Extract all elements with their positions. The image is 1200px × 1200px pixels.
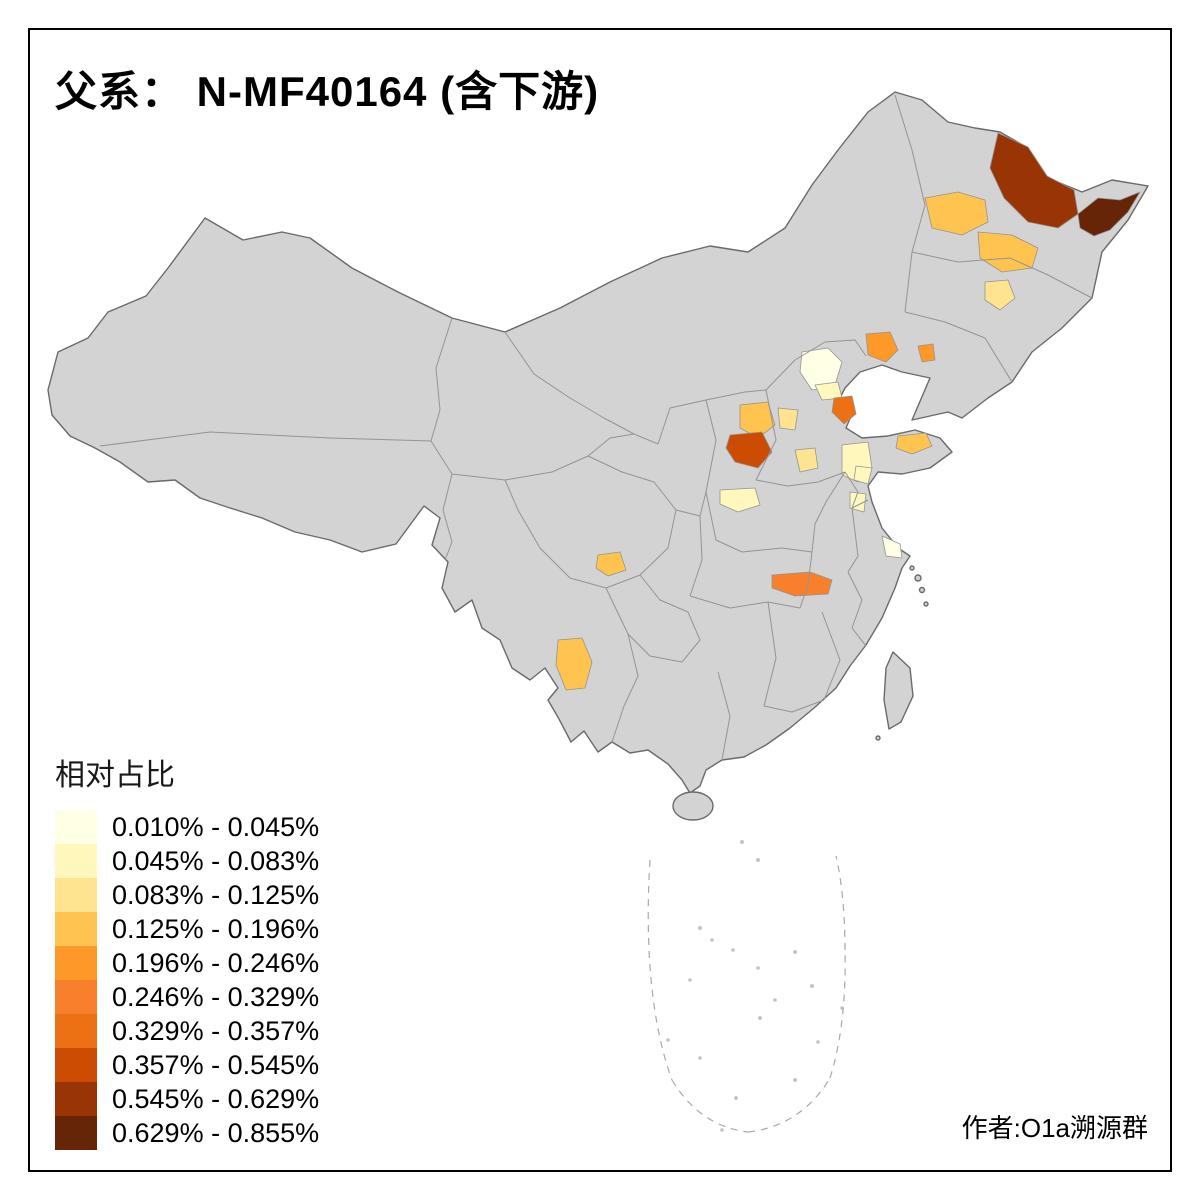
legend-label: 0.629% - 0.855% xyxy=(112,1117,320,1148)
hainan-island xyxy=(672,791,714,821)
legend-swatch xyxy=(55,1116,97,1150)
map-region xyxy=(865,331,899,363)
legend-label: 0.196% - 0.246% xyxy=(112,947,320,978)
legend-item: 0.010% - 0.045% xyxy=(55,810,319,844)
legend-title: 相对占比 xyxy=(55,759,175,792)
legend-item: 0.329% - 0.357% xyxy=(55,1014,319,1048)
legend-item: 0.357% - 0.545% xyxy=(55,1048,319,1082)
map-region xyxy=(725,431,773,469)
coastal-island xyxy=(923,601,929,607)
map-region xyxy=(555,637,593,691)
legend-item: 0.629% - 0.855% xyxy=(55,1116,319,1150)
legend-label: 0.246% - 0.329% xyxy=(112,981,320,1012)
landmass xyxy=(47,91,1149,821)
legend-label: 0.125% - 0.196% xyxy=(112,913,320,944)
legend-swatch xyxy=(55,1082,97,1116)
map-region xyxy=(984,279,1016,311)
legend-swatch xyxy=(55,1048,97,1082)
legend-label: 0.357% - 0.545% xyxy=(112,1049,320,1080)
map-region xyxy=(895,432,933,455)
legend-item: 0.196% - 0.246% xyxy=(55,946,319,980)
map-region xyxy=(924,191,989,236)
legend-item: 0.083% - 0.125% xyxy=(55,878,319,912)
coastal-island xyxy=(875,735,881,741)
legend-item: 0.045% - 0.083% xyxy=(55,844,319,878)
map-region xyxy=(881,535,903,559)
colored-regions xyxy=(555,132,1141,691)
legend-label: 0.545% - 0.629% xyxy=(112,1083,320,1114)
legend-swatch xyxy=(55,946,97,980)
map-region xyxy=(831,395,857,425)
province-boundaries xyxy=(99,94,1093,761)
map-region xyxy=(595,551,627,577)
legend-label: 0.010% - 0.045% xyxy=(112,811,320,842)
author-credit: 作者:O1a溯源群 xyxy=(961,1113,1148,1143)
legend-swatch xyxy=(55,844,97,878)
south-china-sea-islands xyxy=(647,840,846,1133)
taiwan-island xyxy=(883,651,914,730)
map-region xyxy=(1077,191,1141,237)
legend-swatch xyxy=(55,980,97,1014)
legend-item: 0.545% - 0.629% xyxy=(55,1082,319,1116)
map-region xyxy=(917,343,936,363)
coastal-island xyxy=(914,574,922,582)
legend: 相对占比 0.010% - 0.045% 0.045% - 0.083% 0.0… xyxy=(55,750,319,1150)
map-region xyxy=(989,132,1079,229)
coastal-island xyxy=(909,565,915,571)
mainland-shape xyxy=(47,91,1149,794)
legend-label: 0.045% - 0.083% xyxy=(112,845,320,876)
page-border xyxy=(28,28,1172,1172)
legend-item: 0.246% - 0.329% xyxy=(55,980,319,1014)
dashed-sea-boundary xyxy=(647,855,846,1133)
coastal-island xyxy=(918,586,926,594)
legend-label: 0.329% - 0.357% xyxy=(112,1015,320,1046)
legend-swatch xyxy=(55,1014,97,1048)
map-region xyxy=(719,487,761,513)
legend-swatch xyxy=(55,878,97,912)
map-region xyxy=(739,401,776,439)
map-region xyxy=(853,465,873,485)
map-title: 父系： N-MF40164 (含下游) xyxy=(55,68,600,115)
map-region xyxy=(777,407,799,431)
legend-swatch xyxy=(55,810,97,844)
map-region xyxy=(794,447,819,473)
legend-swatch xyxy=(55,912,97,946)
legend-item: 0.125% - 0.196% xyxy=(55,912,319,946)
legend-label: 0.083% - 0.125% xyxy=(112,879,320,910)
